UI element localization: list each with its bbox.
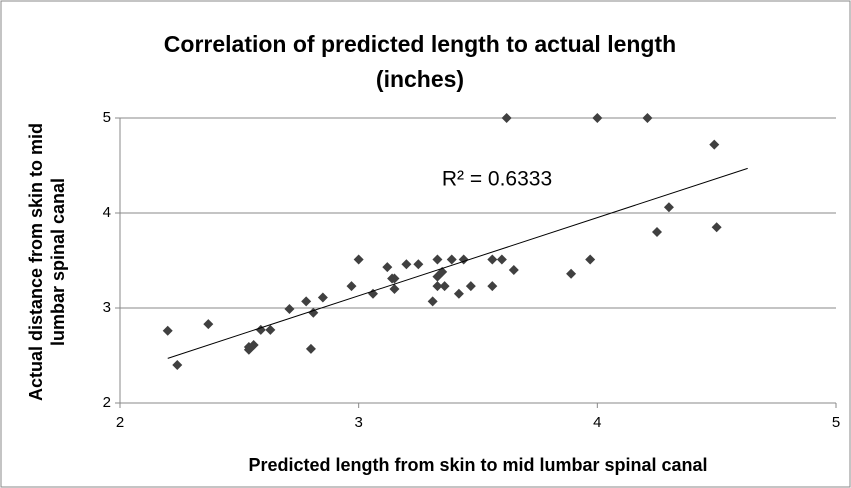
point: [501, 113, 512, 123]
point: [663, 202, 674, 213]
point: [432, 281, 443, 292]
point: [465, 281, 476, 292]
chart-title: (inches): [376, 66, 464, 92]
point: [652, 227, 662, 237]
point: [172, 360, 183, 370]
point: [487, 281, 498, 292]
point: [453, 288, 464, 299]
point: [305, 343, 316, 354]
chart-title: Correlation of predicted length to actua…: [164, 31, 676, 57]
point: [487, 254, 498, 265]
r-squared-annotation: R² = 0.6333: [442, 168, 552, 191]
y-tick-label: 5: [103, 109, 111, 126]
trendline: [167, 167, 748, 359]
point: [427, 296, 438, 307]
point: [439, 281, 450, 292]
point: [642, 113, 653, 123]
point: [317, 292, 328, 303]
point: [162, 325, 173, 336]
point: [508, 265, 519, 275]
y-axis-label: Actual distance from skin to mid: [26, 123, 46, 401]
point: [566, 268, 577, 279]
point: [413, 259, 424, 270]
point: [265, 324, 276, 335]
point: [446, 254, 457, 265]
x-tick-label: 5: [832, 414, 840, 431]
y-tick-label: 4: [103, 204, 111, 221]
point: [248, 340, 259, 351]
y-axis-label: lumbar spinal canal: [48, 178, 68, 346]
point: [389, 273, 400, 284]
point: [389, 284, 400, 294]
point: [711, 222, 722, 233]
x-tick-label: 3: [354, 414, 362, 431]
point: [284, 303, 295, 314]
x-tick-label: 4: [593, 414, 601, 431]
point: [301, 296, 312, 307]
y-tick-label: 2: [103, 394, 111, 411]
point: [709, 139, 720, 150]
point: [432, 254, 443, 265]
x-axis-label: Predicted length from skin to mid lumbar…: [248, 455, 707, 475]
point: [401, 259, 412, 270]
y-tick-label: 3: [103, 299, 111, 316]
point: [353, 254, 364, 265]
point: [382, 262, 393, 273]
point: [496, 254, 507, 265]
point: [203, 319, 214, 330]
point: [346, 281, 357, 292]
point: [585, 254, 596, 265]
x-tick-label: 2: [116, 414, 124, 431]
point: [367, 288, 378, 299]
point: [592, 113, 603, 123]
y-axis-label-group: Actual distance from skin to mid lumbar …: [26, 123, 68, 401]
